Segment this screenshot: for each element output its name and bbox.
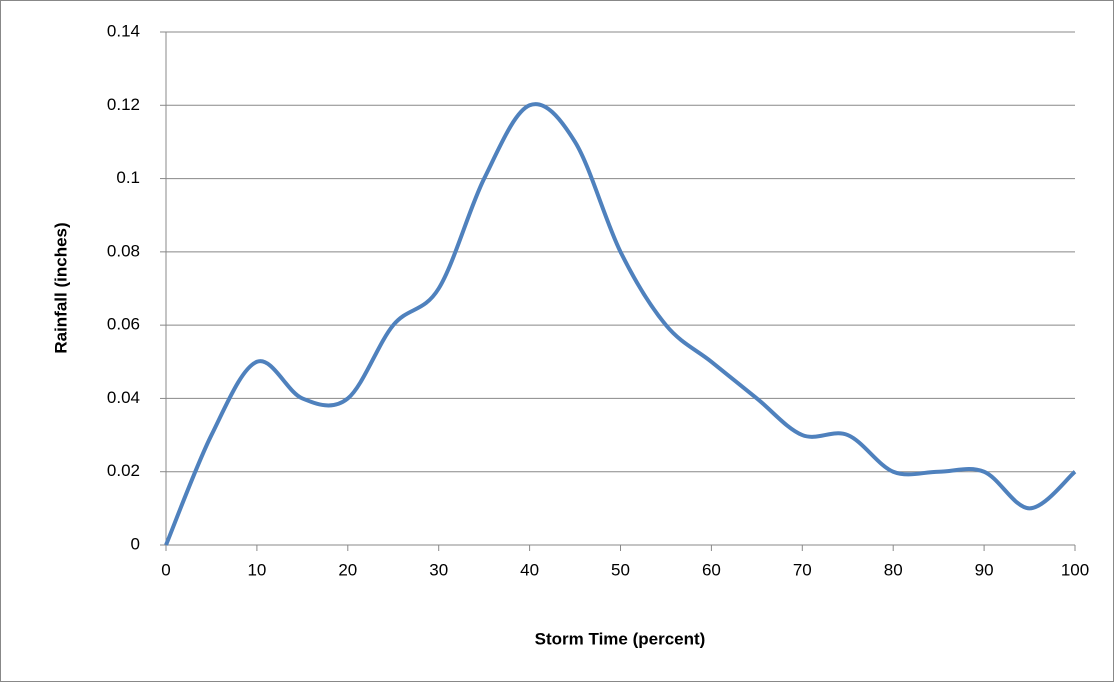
x-tick-label: 50 <box>611 560 630 579</box>
x-tick-label: 100 <box>1061 560 1089 579</box>
y-axis-title: Rainfall (inches) <box>51 222 70 353</box>
data-line <box>164 102 1077 546</box>
x-tick-label: 90 <box>975 560 994 579</box>
y-tick-label: 0 <box>131 534 140 553</box>
y-tick-label: 0.08 <box>107 241 140 260</box>
x-tick-label: 80 <box>884 560 903 579</box>
y-tick-label: 0.04 <box>107 388 140 407</box>
x-tick-label: 60 <box>702 560 721 579</box>
y-tick-label: 0.14 <box>107 21 140 40</box>
x-tick-label: 0 <box>161 560 170 579</box>
x-tick-label: 40 <box>520 560 539 579</box>
y-tick-label: 0.12 <box>107 95 140 114</box>
y-tick-label: 0.06 <box>107 315 140 334</box>
y-tick-label: 0.02 <box>107 461 140 480</box>
x-axis-title: Storm Time (percent) <box>535 629 706 648</box>
x-tick-label: 20 <box>338 560 357 579</box>
x-tick-label: 30 <box>429 560 448 579</box>
x-tick-label: 10 <box>247 560 266 579</box>
y-tick-label: 0.1 <box>116 168 140 187</box>
x-tick-label: 70 <box>793 560 812 579</box>
